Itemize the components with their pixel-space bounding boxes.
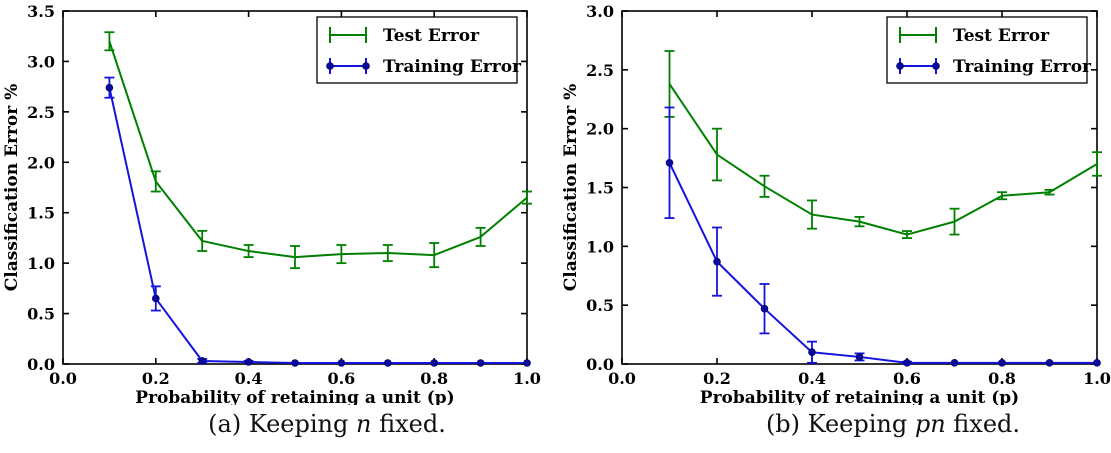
legend-box bbox=[886, 16, 1088, 84]
legend: Test Error Training Error bbox=[316, 16, 522, 84]
y-tick-label: 2.5 bbox=[586, 61, 614, 80]
x-tick-label: 0.0 bbox=[608, 369, 636, 388]
x-tick-label: 0.8 bbox=[988, 369, 1016, 388]
x-tick-label: 1.0 bbox=[1083, 369, 1111, 388]
y-tick-label: 0.5 bbox=[586, 296, 614, 315]
y-axis-label: Classification Error % bbox=[2, 84, 22, 292]
plot-a: 0.0 0.2 0.4 0.6 0.8 1.0 0.0 0.5 1.0 1.5 2.0 2.5 3.0 3… bbox=[2, 2, 541, 405]
y-tick-label: 0.0 bbox=[586, 355, 614, 374]
caption-b: (b) Keeping pn fixed. bbox=[678, 410, 1108, 438]
x-axis-ticks: 0.0 0.2 0.4 0.6 0.8 1.0 bbox=[608, 11, 1111, 388]
caption-a: (a) Keeping n fixed. bbox=[112, 410, 542, 438]
legend-label-test-error: Test Error bbox=[953, 26, 1050, 46]
x-tick-label: 1.0 bbox=[513, 369, 541, 388]
y-tick-label: 0.5 bbox=[27, 305, 55, 324]
y-tick-label: 0.0 bbox=[27, 355, 55, 374]
y-tick-label: 1.0 bbox=[586, 237, 614, 256]
legend-label-test-error: Test Error bbox=[383, 26, 480, 46]
y-tick-label: 3.0 bbox=[586, 2, 614, 21]
y-tick-label: 1.0 bbox=[27, 254, 55, 273]
series-test-error bbox=[104, 31, 532, 270]
plot-b: 0.0 0.2 0.4 0.6 0.8 1.0 0.0 0.5 1.0 1.5 2.0 2.5 3.0 P… bbox=[561, 2, 1111, 405]
x-tick-label: 0.4 bbox=[798, 369, 826, 388]
caption-b-text: (b) Keeping bbox=[765, 410, 915, 438]
x-tick-label: 0.2 bbox=[703, 369, 731, 388]
caption-a-italic: n bbox=[356, 410, 372, 438]
y-axis-ticks: 0.0 0.5 1.0 1.5 2.0 2.5 3.0 bbox=[586, 2, 1097, 374]
x-tick-label: 0.6 bbox=[893, 369, 921, 388]
y-tick-label: 1.5 bbox=[586, 179, 614, 198]
legend-label-training-error: Training Error bbox=[383, 57, 522, 77]
y-tick-label: 3.5 bbox=[27, 2, 55, 21]
series-training-error bbox=[664, 106, 1101, 367]
legend-box bbox=[316, 16, 518, 84]
y-tick-label: 3.0 bbox=[27, 52, 55, 71]
x-axis-label: Probability of retaining a unit (p) bbox=[135, 388, 454, 405]
legend-label-training-error: Training Error bbox=[953, 57, 1092, 77]
series-test-error bbox=[664, 50, 1102, 239]
caption-b-italic: pn bbox=[914, 410, 946, 438]
x-tick-label: 0.0 bbox=[49, 369, 77, 388]
caption-a-text: (a) Keeping bbox=[208, 410, 356, 438]
series-training-error bbox=[104, 76, 531, 367]
y-tick-label: 1.5 bbox=[27, 204, 55, 223]
x-tick-label: 0.6 bbox=[327, 369, 355, 388]
y-tick-label: 2.5 bbox=[27, 103, 55, 122]
x-tick-label: 0.2 bbox=[142, 369, 170, 388]
y-tick-label: 2.0 bbox=[27, 153, 55, 172]
legend: Test Error Training Error bbox=[886, 16, 1092, 84]
x-axis-label: Probability of retaining a unit (p) bbox=[700, 388, 1019, 405]
y-axis-label: Classification Error % bbox=[561, 84, 581, 292]
y-tick-label: 2.0 bbox=[586, 120, 614, 139]
x-tick-label: 0.8 bbox=[420, 369, 448, 388]
y-axis-ticks: 0.0 0.5 1.0 1.5 2.0 2.5 3.0 3.5 bbox=[27, 2, 527, 374]
caption-b-suffix: fixed. bbox=[945, 410, 1021, 438]
x-tick-label: 0.4 bbox=[235, 369, 263, 388]
plots-canvas: 0.0 0.2 0.4 0.6 0.8 1.0 0.0 0.5 1.0 1.5 2.0 2.5 3.0 3… bbox=[2, 2, 1111, 405]
caption-a-suffix: fixed. bbox=[371, 410, 446, 438]
